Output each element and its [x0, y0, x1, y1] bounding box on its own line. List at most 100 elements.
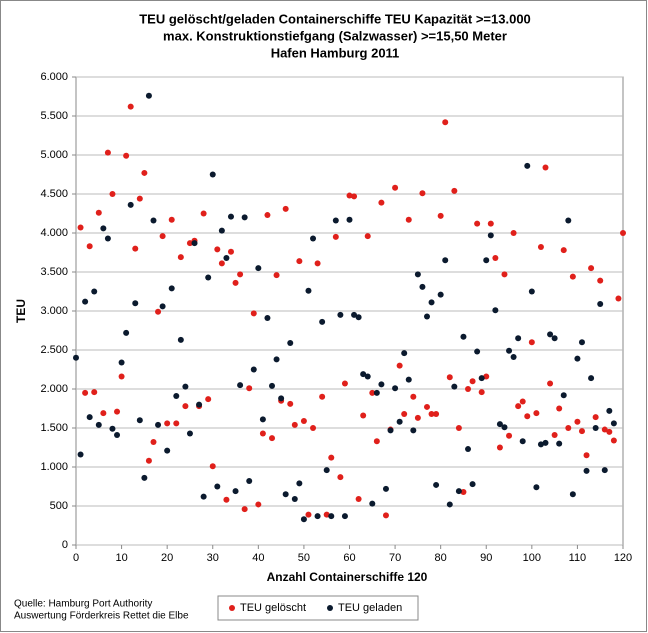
point [560, 247, 567, 254]
point [168, 285, 175, 292]
point [592, 414, 599, 421]
point [164, 420, 171, 427]
point [237, 271, 244, 278]
point [528, 339, 535, 346]
source: Quelle: Hamburg Port Authority [14, 599, 152, 610]
point [547, 331, 554, 338]
point [241, 506, 248, 513]
point [323, 511, 330, 518]
point [155, 308, 162, 315]
point [460, 488, 467, 495]
point [91, 288, 98, 295]
point [620, 230, 626, 236]
point [410, 427, 417, 434]
point [77, 451, 84, 458]
point [387, 427, 394, 434]
source: Auswertung Förderkreis Rettet die Elbe [14, 611, 189, 622]
point [414, 414, 421, 421]
y-tick-label: 2.000 [40, 383, 68, 395]
point [423, 403, 430, 410]
point [196, 401, 203, 408]
x-tick-label: 40 [252, 552, 264, 564]
point [537, 441, 544, 448]
point [209, 171, 216, 178]
point [341, 380, 348, 387]
point [588, 375, 595, 382]
point [510, 230, 517, 236]
y-tick-label: 0 [62, 539, 68, 551]
point [305, 511, 312, 518]
point [574, 355, 581, 362]
point [501, 424, 508, 431]
point [378, 381, 385, 388]
point [191, 240, 198, 247]
point [369, 500, 376, 507]
point [145, 92, 152, 99]
point [273, 272, 280, 279]
point [177, 336, 184, 343]
point [214, 246, 221, 253]
point [487, 220, 494, 227]
point [273, 356, 280, 363]
point [351, 193, 358, 200]
point [246, 478, 253, 485]
point [104, 235, 111, 242]
point [460, 333, 467, 340]
point [606, 428, 613, 435]
point [182, 383, 189, 390]
point [150, 217, 157, 224]
point [205, 396, 212, 403]
point [528, 288, 535, 295]
point [100, 225, 107, 232]
point [118, 373, 125, 380]
point [173, 393, 180, 400]
y-tick-label: 5.500 [40, 110, 68, 122]
point [269, 435, 276, 442]
y-tick-label: 1.500 [40, 422, 68, 434]
point [132, 300, 139, 307]
point [583, 452, 590, 459]
point [259, 430, 266, 437]
x-axis-title: Anzahl Containerschiffe 120 [267, 570, 428, 584]
point [159, 303, 166, 310]
point [560, 392, 567, 399]
point [588, 265, 595, 272]
point [218, 260, 225, 267]
point [597, 277, 604, 284]
point [95, 209, 102, 216]
point [392, 385, 399, 392]
point [104, 149, 111, 156]
point [410, 393, 417, 400]
point [141, 169, 148, 176]
point [524, 162, 531, 169]
point [332, 233, 339, 240]
x-tick-label: 0 [73, 552, 79, 564]
point [487, 232, 494, 239]
point [551, 335, 558, 342]
point [232, 488, 239, 495]
point [474, 348, 481, 355]
point [492, 254, 499, 261]
point [423, 313, 430, 320]
point [246, 385, 253, 392]
point [455, 425, 462, 431]
point [205, 274, 212, 281]
y-tick-label: 3.500 [40, 266, 68, 278]
point [401, 350, 408, 357]
x-tick-label: 110 [569, 552, 587, 564]
point [109, 425, 116, 432]
point [91, 389, 98, 396]
point [506, 347, 513, 354]
point [565, 217, 572, 224]
point [506, 432, 513, 439]
point [186, 240, 193, 247]
point [451, 187, 458, 194]
x-tick-label: 70 [389, 552, 401, 564]
point [446, 374, 453, 381]
x-tick-label: 90 [480, 552, 492, 564]
y-tick-label: 4.000 [40, 227, 68, 239]
point [136, 195, 143, 202]
point [223, 496, 230, 503]
point [264, 212, 271, 219]
point [300, 417, 307, 424]
